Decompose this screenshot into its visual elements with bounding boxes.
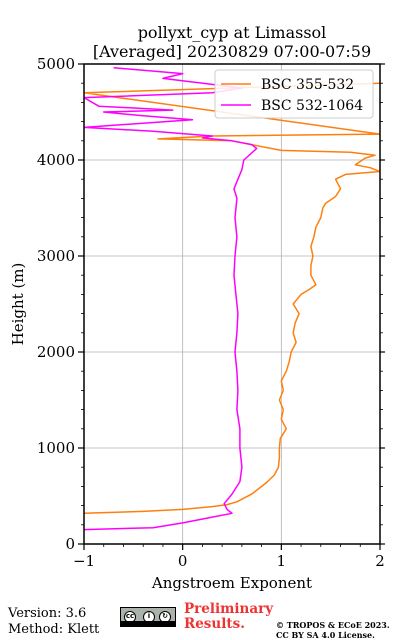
preliminary-line-1: Preliminary — [184, 601, 274, 617]
y-tick-label-3: 3000 — [37, 247, 75, 265]
chart-title-line-2: [Averaged] 20230829 07:00-07:59 — [93, 42, 371, 61]
license-line-1: © TROPOS & ECoE 2023. — [276, 620, 390, 630]
x-tick-label-3: 2 — [375, 552, 385, 570]
series-line-bsc-532-1064 — [84, 67, 258, 531]
license-line-2: CC BY SA 4.0 License. — [276, 630, 375, 640]
version-text: Version: 3.6 — [8, 606, 87, 621]
series-lines — [84, 67, 380, 531]
x-tick-label-1: 0 — [178, 552, 188, 570]
version-info: Version: 3.6 Method: Klett — [8, 606, 99, 638]
x-tick-label-2: 1 — [277, 552, 287, 570]
plot-frame — [83, 63, 381, 545]
chart-title-line-1: pollyxt_cyp at Limassol — [138, 23, 327, 42]
preliminary-notice: Preliminary Results. — [184, 602, 273, 632]
cc-label-strip — [121, 621, 175, 626]
x-tick-label-0: −1 — [73, 552, 95, 570]
legend-entry-0: BSC 355-532 — [261, 77, 354, 93]
y-tick-label-1: 1000 — [37, 439, 75, 457]
preliminary-line-2: Results. — [184, 616, 245, 632]
y-tick-label-4: 4000 — [37, 151, 75, 169]
series-line-bsc-355-532 — [84, 82, 380, 515]
y-axis-label: Height (m) — [9, 263, 27, 346]
legend-box — [214, 69, 374, 119]
legend: BSC 355-532 BSC 532-1064 — [214, 69, 374, 119]
legend-entry-1: BSC 532-1064 — [261, 98, 363, 114]
license-notice: © TROPOS & ECoE 2023. CC BY SA 4.0 Licen… — [276, 620, 390, 640]
cc-by-sa-icon: cc i ↻ — [120, 607, 176, 627]
y-tick-label-2: 2000 — [37, 343, 75, 361]
x-axis-label: Angstroem Exponent — [151, 574, 312, 592]
y-tick-label-5: 5000 — [37, 55, 75, 73]
method-text: Method: Klett — [8, 622, 100, 637]
y-tick-label-0: 0 — [65, 535, 75, 553]
